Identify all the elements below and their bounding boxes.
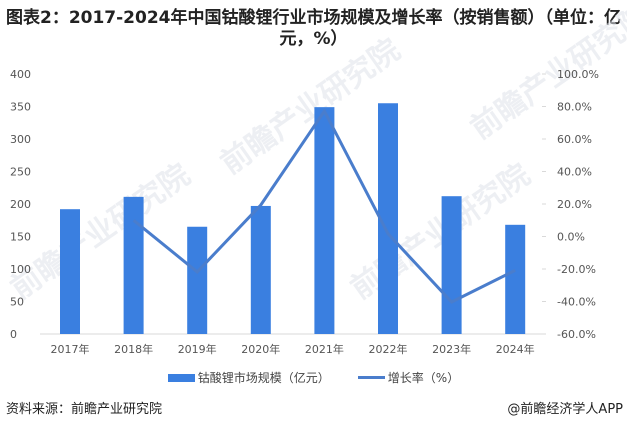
x-axis: 2017年 2018年 2019年 2020年 2021年 2022年 2023年 2024年 — [51, 342, 535, 356]
line-swatch-icon — [357, 376, 385, 379]
source-note: 资料来源：前瞻产业研究院 — [6, 402, 163, 417]
bar-2023年 — [441, 196, 462, 334]
left-tick-label: 200 — [10, 198, 31, 211]
right-tick-label: 40.0% — [557, 166, 592, 179]
x-tick-label: 2021年 — [305, 342, 344, 356]
x-tick-label: 2023年 — [432, 342, 471, 356]
left-tick-label: 50 — [10, 296, 24, 309]
right-tick-label: -60.0% — [557, 328, 596, 341]
chart-title: 图表2：2017-2024年中国钴酸锂行业市场规模及增长率（按销售额）（单位：亿… — [0, 8, 627, 50]
watermark-text: 前瞻产业研究院 — [215, 32, 407, 181]
chart-title-line1: 图表2：2017-2024年中国钴酸锂行业市场规模及增长率（按销售额）（单位：亿 — [5, 8, 621, 28]
left-tick-label: 250 — [10, 166, 31, 179]
bar-2021年 — [314, 107, 335, 335]
watermark-text: 前瞻产业研究院 — [5, 157, 197, 306]
right-tick-label: 100.0% — [557, 68, 599, 81]
legend-item-market-size: 钴酸锂市场规模（亿元） — [167, 369, 330, 386]
bar-2017年 — [60, 209, 80, 334]
right-tick-label: 0.0% — [557, 231, 585, 244]
legend-item-growth-rate: 增长率（%） — [357, 369, 460, 386]
chart-title-line2: 元，%） — [279, 29, 348, 49]
right-tick-label: 80.0% — [557, 101, 592, 114]
left-tick-label: 300 — [10, 133, 31, 146]
left-tick-label: 100 — [10, 263, 31, 276]
x-tick-label: 2020年 — [241, 342, 280, 356]
right-axis: -60.0% -40.0% -20.0% 0.0% 20.0% 40.0% 60.0% 80.… — [542, 68, 599, 341]
bar-2019年 — [187, 226, 208, 334]
left-axis: 0 50 100 150 200 250 300 350 400 — [10, 68, 31, 341]
bar-2024年 — [505, 224, 526, 334]
right-tick-label: -20.0% — [557, 263, 596, 276]
right-tick-label: -40.0% — [557, 296, 596, 309]
x-tick-label: 2017年 — [51, 342, 90, 356]
x-tick-label: 2019年 — [178, 342, 217, 356]
watermark-text: 前瞻产业研究院 — [465, 0, 627, 147]
x-tick-label: 2022年 — [369, 342, 408, 356]
bar-2022年 — [378, 103, 398, 334]
right-tick-label: 20.0% — [557, 198, 592, 211]
credit-note: @前瞻经济学人APP — [507, 402, 623, 417]
bar-2018年 — [123, 196, 144, 334]
left-tick-label: 0 — [10, 328, 17, 341]
x-tick-label: 2018年 — [114, 342, 153, 356]
legend-bar-label: 钴酸锂市场规模（亿元） — [197, 371, 330, 385]
left-tick-label: 400 — [10, 68, 31, 81]
bar-swatch-icon — [167, 373, 195, 382]
left-tick-label: 350 — [10, 101, 31, 114]
legend-line-label: 增长率（%） — [387, 371, 460, 385]
legend: 钴酸锂市场规模（亿元） 增长率（%） — [0, 369, 627, 386]
footer: 资料来源：前瞻产业研究院 @前瞻经济学人APP — [6, 398, 623, 417]
growth-rate-line — [132, 108, 516, 304]
right-tick-label: 60.0% — [557, 133, 592, 146]
bar-2020年 — [250, 205, 271, 334]
left-tick-label: 150 — [10, 231, 31, 244]
x-tick-label: 2024年 — [496, 342, 535, 356]
